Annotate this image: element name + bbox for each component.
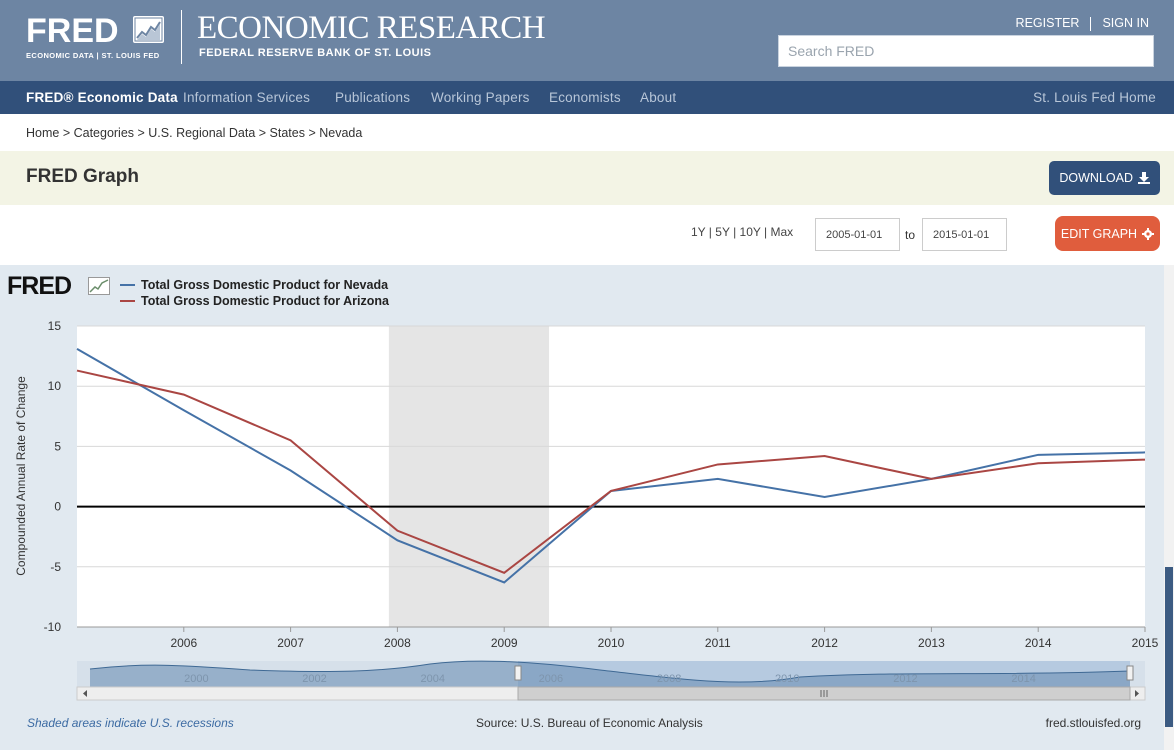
nav-fred-economic-data[interactable]: FRED® Economic Data [26,90,178,105]
gear-icon [1142,227,1155,240]
y-tick-label: 15 [48,319,62,333]
nav-working-papers[interactable]: Working Papers [431,90,530,105]
page-scrollbar-thumb[interactable] [1165,567,1173,727]
navigator-label: 2004 [420,673,444,685]
x-tick-label: 2015 [1132,636,1159,650]
link-separator [1090,17,1092,31]
scroll-left-arrow-icon [83,690,87,697]
legend-swatch-nevada [120,284,135,286]
recession-shade [388,326,550,627]
navigator-label: 2014 [1011,673,1035,685]
y-tick-label: 0 [54,500,61,514]
x-tick-label: 2013 [918,636,945,650]
end-date-input[interactable] [922,218,1007,251]
economic-research-title[interactable]: ECONOMIC RESEARCH [197,10,546,46]
start-date-input[interactable] [815,218,900,251]
legend-item-arizona[interactable]: Total Gross Domestic Product for Arizona [120,293,389,309]
x-tick-label: 2014 [1025,636,1052,650]
chart-fred-logo: FRED [7,272,72,300]
site-url[interactable]: fred.stlouisfed.org [1045,716,1141,730]
legend-label-nevada: Total Gross Domestic Product for Nevada [141,278,389,292]
chart-legend: Total Gross Domestic Product for Nevada … [120,277,389,309]
range-5y[interactable]: 5Y [715,225,730,239]
y-tick-label: -10 [44,620,62,634]
nav-economists[interactable]: Economists [549,90,621,105]
navigator-line [89,660,1131,683]
y-axis-title: Compounded Annual Rate of Change [14,376,28,576]
page-scrollbar[interactable] [1164,265,1174,750]
navigator-label: 2002 [302,673,326,685]
scroll-right-arrow-icon [1135,690,1139,697]
navigator-area [90,661,1130,687]
download-label: DOWNLOAD [1059,171,1133,185]
y-tick-label: 5 [54,439,61,453]
nav-publications[interactable]: Publications [335,90,411,105]
page-title: FRED Graph [26,166,139,187]
nav-about[interactable]: About [640,90,677,105]
source-note: Source: U.S. Bureau of Economic Analysis [476,716,703,730]
range-max[interactable]: Max [770,225,794,239]
x-tick-label: 2007 [277,636,304,650]
y-tick-label: 10 [48,379,62,393]
site-header: FRED ECONOMIC DATA | ST. LOUIS FED ECONO… [0,0,1174,81]
scroll-grip-icon [820,690,828,697]
download-icon [1138,172,1150,184]
navigator-label: 2006 [539,673,563,685]
nav-information-services[interactable]: Information Services [183,90,311,105]
logo-divider [181,10,182,64]
x-tick-label: 2011 [705,636,731,650]
download-button[interactable]: DOWNLOAD [1049,161,1160,195]
recession-note: Shaded areas indicate U.S. recessions [27,716,234,730]
navigator-label: 2010 [775,673,799,685]
org-name: FEDERAL RESERVE BANK OF ST. LOUIS [199,47,432,59]
fred-logo-chart-icon[interactable] [133,16,164,43]
edit-graph-button[interactable]: EDIT GRAPH [1055,216,1160,251]
main-nav: FRED® Economic Data Information Services… [0,81,1174,114]
navigator-label: 2008 [657,673,681,685]
title-band: FRED Graph DOWNLOAD [0,151,1174,205]
y-tick-label: -5 [50,560,61,574]
series-line-arizona [76,369,1146,574]
x-tick-label: 2006 [170,636,197,650]
range-links: 1Y | 5Y | 10Y | Max [691,225,794,239]
edit-graph-label: EDIT GRAPH [1060,226,1138,241]
register-link[interactable]: REGISTER [1015,16,1080,30]
navigator-handle-left [514,665,522,681]
sign-in-link[interactable]: SIGN IN [1102,16,1149,30]
range-1y[interactable]: 1Y [691,225,706,239]
fred-logo[interactable]: FRED [26,12,119,50]
breadcrumb[interactable]: Home > Categories > U.S. Regional Data >… [26,126,363,140]
legend-label-arizona: Total Gross Domestic Product for Arizona [141,294,389,308]
legend-item-nevada[interactable]: Total Gross Domestic Product for Nevada [120,277,389,293]
chart-logo-icon [88,277,110,295]
navigator-label: 2000 [184,673,208,685]
legend-swatch-arizona [120,300,135,302]
navigator-label: 2012 [893,673,917,685]
search-input[interactable] [778,35,1154,67]
plot-area [77,326,1145,627]
x-tick-label: 2008 [384,636,411,650]
account-links: REGISTER SIGN IN [1015,16,1149,31]
range-10y[interactable]: 10Y [739,225,761,239]
x-tick-label: 2012 [811,636,838,650]
to-label: to [905,228,916,242]
x-tick-label: 2010 [598,636,625,650]
x-tick-label: 2009 [491,636,518,650]
nav-st-louis-fed-home[interactable]: St. Louis Fed Home [1033,90,1156,105]
fred-logo-subtitle: ECONOMIC DATA | ST. LOUIS FED [26,51,160,60]
navigator-handle-right [1126,665,1134,681]
